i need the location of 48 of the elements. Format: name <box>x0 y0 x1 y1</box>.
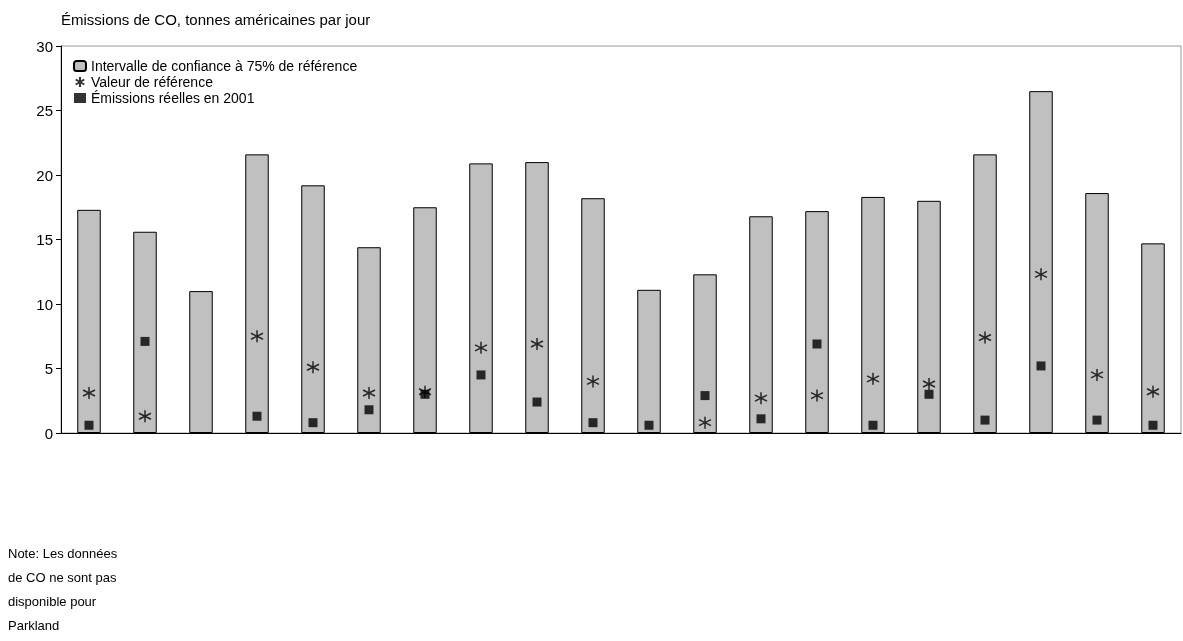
point <box>1148 420 1158 430</box>
point <box>810 388 824 403</box>
point <box>1034 267 1048 282</box>
point <box>978 330 992 345</box>
y-tick-label: 5 <box>44 360 53 377</box>
point <box>1092 415 1102 425</box>
point <box>84 420 94 430</box>
point <box>82 386 96 400</box>
point <box>252 411 262 421</box>
point <box>250 329 264 343</box>
point <box>700 391 710 401</box>
point <box>1036 361 1046 371</box>
point <box>922 377 936 391</box>
point <box>420 389 430 399</box>
point <box>474 341 488 355</box>
y-tick-label: 25 <box>36 102 53 119</box>
point <box>306 360 320 374</box>
point <box>980 415 990 425</box>
point <box>868 420 878 430</box>
point <box>812 339 822 349</box>
point <box>530 337 544 351</box>
point <box>138 409 152 423</box>
point <box>754 391 768 405</box>
point <box>698 415 712 430</box>
legend-label: Émissions réelles en 2001 <box>91 90 255 106</box>
point <box>1090 368 1104 382</box>
point <box>586 374 600 389</box>
point <box>362 386 376 400</box>
point <box>756 414 766 424</box>
y-tick-label: 20 <box>36 166 53 184</box>
point <box>140 336 150 346</box>
point <box>476 370 486 380</box>
legend-label: Valeur de référence <box>91 74 214 90</box>
y-tick-label: 0 <box>44 424 53 442</box>
point <box>924 389 934 399</box>
point <box>866 372 880 386</box>
point <box>588 418 598 428</box>
y-tick-label: 30 <box>36 37 53 55</box>
y-tick-label: 15 <box>36 231 53 248</box>
text: Note: Les données de CO ne sont pas disponible pour Parkland <box>8 545 121 633</box>
point <box>308 418 318 428</box>
legend-label: Intervalle de confiance à 75% de référence <box>91 58 358 74</box>
point <box>532 397 542 407</box>
y-tick-label: 10 <box>36 295 53 313</box>
point <box>364 405 374 415</box>
chart-title: Émissions de CO, tonnes américaines par jour <box>61 11 371 28</box>
point <box>644 420 654 430</box>
point <box>1146 384 1160 399</box>
